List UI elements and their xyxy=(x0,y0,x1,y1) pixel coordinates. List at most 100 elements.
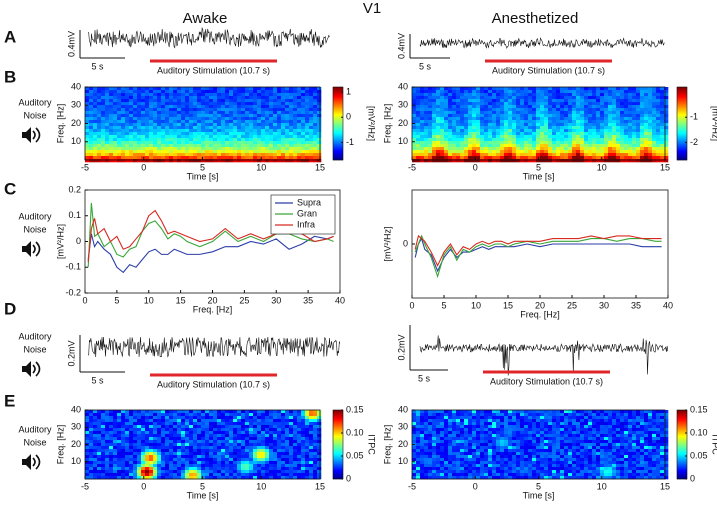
heatmap-cell xyxy=(265,464,269,467)
heatmap-cell xyxy=(93,144,97,147)
heatmap-cell xyxy=(169,458,173,461)
heatmap-cell xyxy=(592,96,596,99)
heatmap-cell xyxy=(201,120,205,123)
heatmap-cell xyxy=(432,144,436,147)
heatmap-cell xyxy=(293,446,297,449)
heatmap-cell xyxy=(600,150,604,153)
heatmap-cell xyxy=(89,135,93,138)
heatmap-cell xyxy=(317,99,321,102)
heatmap-cell xyxy=(189,159,193,162)
heatmap-cell xyxy=(313,117,317,120)
heatmap-cell xyxy=(616,159,620,162)
heatmap-cell xyxy=(564,87,568,90)
heatmap-cell xyxy=(496,150,500,153)
y-tick-label: 20 xyxy=(71,439,81,449)
heatmap-cell xyxy=(624,156,628,159)
heatmap-cell xyxy=(528,129,532,132)
heatmap-cell xyxy=(516,99,520,102)
heatmap-cell xyxy=(560,105,564,108)
heatmap-cell xyxy=(420,431,424,434)
heatmap-cell xyxy=(484,111,488,114)
heatmap-cell xyxy=(640,108,644,111)
heatmap-cell xyxy=(440,144,444,147)
heatmap-cell xyxy=(109,99,113,102)
heatmap-cell xyxy=(189,135,193,138)
heatmap-cell xyxy=(516,93,520,96)
heatmap-cell xyxy=(117,105,121,108)
heatmap-cell xyxy=(293,96,297,99)
heatmap-cell xyxy=(281,105,285,108)
heatmap-cell xyxy=(636,129,640,132)
heatmap-cell xyxy=(468,87,472,90)
heatmap-cell xyxy=(309,413,313,416)
heatmap-cell xyxy=(560,129,564,132)
heatmap-cell xyxy=(632,93,636,96)
heatmap-cell xyxy=(145,425,149,428)
heatmap-cell xyxy=(277,434,281,437)
heatmap-cell xyxy=(197,458,201,461)
heatmap-cell xyxy=(105,126,109,129)
heatmap-cell xyxy=(468,90,472,93)
heatmap-cell xyxy=(189,458,193,461)
heatmap-cell xyxy=(209,93,213,96)
heatmap-cell xyxy=(245,159,249,162)
heatmap-cell xyxy=(500,123,504,126)
heatmap-cell xyxy=(305,458,309,461)
heatmap-cell xyxy=(420,132,424,135)
heatmap-cell xyxy=(125,87,129,90)
heatmap-cell xyxy=(444,123,448,126)
heatmap-cell xyxy=(165,108,169,111)
heatmap-cell xyxy=(608,90,612,93)
heatmap-cell xyxy=(253,470,257,473)
heatmap-cell xyxy=(520,132,524,135)
heatmap-cell xyxy=(145,473,149,476)
heatmap-cell xyxy=(444,114,448,117)
heatmap-cell xyxy=(289,123,293,126)
heatmap-cell xyxy=(632,99,636,102)
heatmap-cell xyxy=(436,87,440,90)
heatmap-cell xyxy=(185,434,189,437)
heatmap-cell xyxy=(424,434,428,437)
heatmap-cell xyxy=(492,150,496,153)
heatmap-cell xyxy=(245,449,249,452)
heatmap-cell xyxy=(309,449,313,452)
heatmap-cell xyxy=(580,147,584,150)
x-tick-label: -5 xyxy=(81,162,89,172)
heatmap-cell xyxy=(305,141,309,144)
heatmap-cell xyxy=(225,93,229,96)
heatmap-cell xyxy=(145,114,149,117)
heatmap-cell xyxy=(620,99,624,102)
heatmap-cell xyxy=(612,135,616,138)
heatmap-cell xyxy=(472,87,476,90)
heatmap-cell xyxy=(460,108,464,111)
heatmap-cell xyxy=(109,87,113,90)
heatmap-cell xyxy=(101,120,105,123)
heatmap-cell xyxy=(313,87,317,90)
heatmap-cell xyxy=(89,99,93,102)
heatmap-cell xyxy=(241,156,245,159)
colorbar-tick-label: 0.10 xyxy=(346,427,364,437)
heatmap-cell xyxy=(197,135,201,138)
stim-label: Auditory xyxy=(18,424,52,434)
heatmap-cell xyxy=(492,111,496,114)
heatmap-cell xyxy=(253,153,257,156)
heatmap-cell xyxy=(89,428,93,431)
heatmap-cell xyxy=(269,120,273,123)
heatmap-cell xyxy=(125,443,129,446)
heatmap-cell xyxy=(101,434,105,437)
heatmap-cell xyxy=(548,159,552,162)
heatmap-cell xyxy=(205,129,209,132)
heatmap-cell xyxy=(416,150,420,153)
heatmap-cell xyxy=(245,455,249,458)
heatmap-cell xyxy=(201,470,205,473)
heatmap-cell xyxy=(125,108,129,111)
heatmap-cell xyxy=(153,437,157,440)
heatmap-cell xyxy=(496,99,500,102)
heatmap-cell xyxy=(592,126,596,129)
heatmap-cell xyxy=(576,120,580,123)
heatmap-cell xyxy=(301,93,305,96)
heatmap-cell xyxy=(269,99,273,102)
heatmap-cell xyxy=(261,120,265,123)
heatmap-cell xyxy=(305,138,309,141)
heatmap-cell xyxy=(229,120,233,123)
